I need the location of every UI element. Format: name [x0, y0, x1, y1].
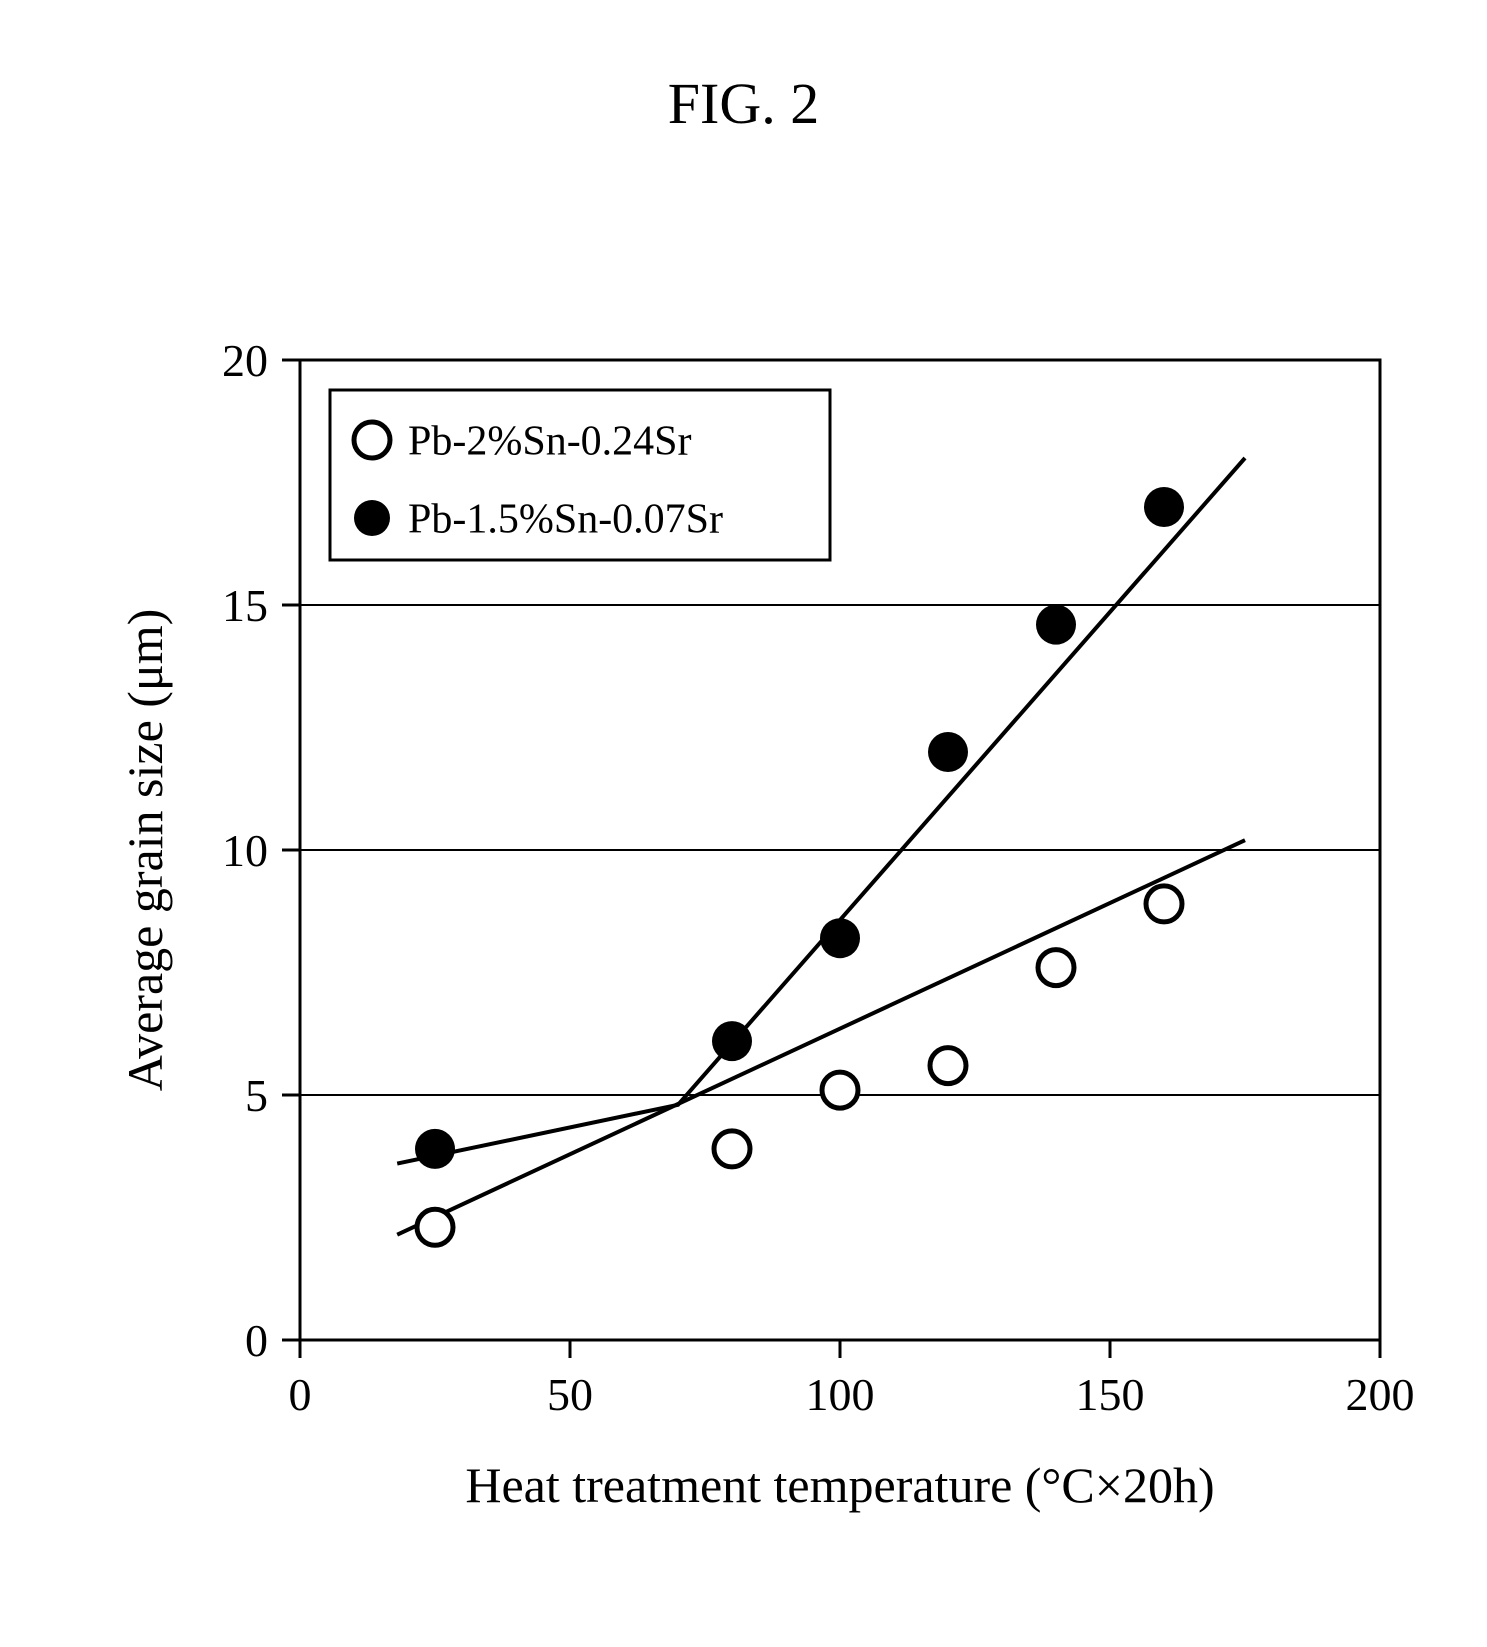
data-point-filled: [415, 1129, 455, 1169]
x-tick-label: 50: [547, 1369, 593, 1420]
legend-marker-filled: [354, 500, 390, 536]
data-point-filled: [712, 1021, 752, 1061]
page: FIG. 2 0 50 100 150 200 0 5 10 15 20 Heat treatmen…: [0, 0, 1487, 1647]
x-tick-label: 100: [806, 1369, 875, 1420]
figure-title: FIG. 2: [0, 70, 1487, 137]
data-point-open: [822, 1072, 858, 1108]
x-tick-label: 200: [1346, 1369, 1415, 1420]
data-point-filled: [928, 732, 968, 772]
y-axis-label: Average grain size (μm): [117, 609, 173, 1092]
data-point-open: [714, 1131, 750, 1167]
y-tick-label: 20: [222, 335, 268, 386]
data-point-filled: [820, 918, 860, 958]
data-point-open: [417, 1209, 453, 1245]
y-tick-label: 5: [245, 1070, 268, 1121]
y-tick-label: 10: [222, 825, 268, 876]
legend-marker-open: [354, 422, 390, 458]
x-tick-label: 0: [289, 1369, 312, 1420]
x-tick-label: 150: [1076, 1369, 1145, 1420]
chart-svg: 0 50 100 150 200 0 5 10 15 20 Heat treatment tempe…: [60, 330, 1440, 1610]
data-point-filled: [1036, 605, 1076, 645]
x-axis-label: Heat treatment temperature (°C×20h): [465, 1457, 1214, 1513]
data-point-open: [1146, 886, 1182, 922]
data-point-open: [1038, 950, 1074, 986]
legend-label: Pb-2%Sn-0.24Sr: [408, 419, 692, 465]
legend-label: Pb-1.5%Sn-0.07Sr: [408, 497, 723, 543]
data-point-open: [930, 1048, 966, 1084]
y-tick-label: 0: [245, 1315, 268, 1366]
y-tick-label: 15: [222, 580, 268, 631]
data-point-filled: [1144, 487, 1184, 527]
